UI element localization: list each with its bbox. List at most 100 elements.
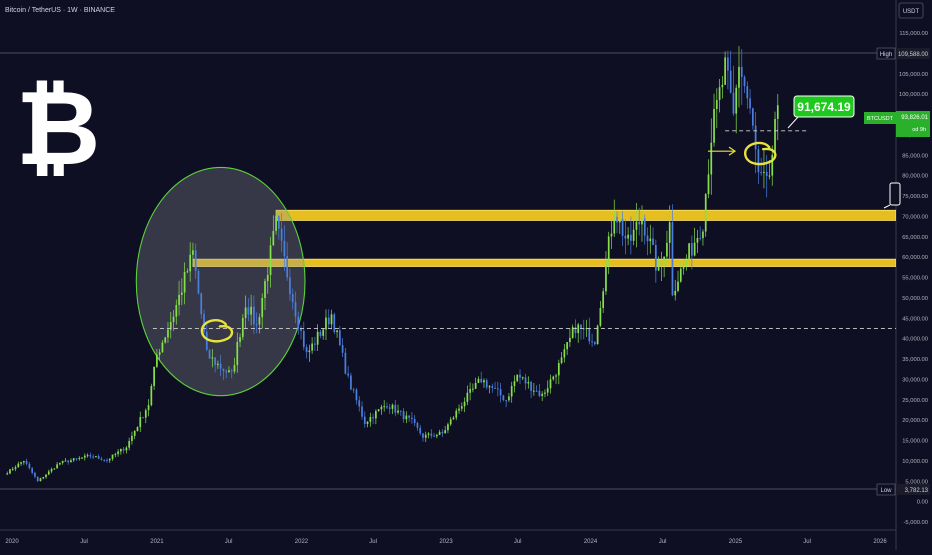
candle-body (696, 238, 699, 243)
candle-body (211, 357, 214, 359)
candle-body (488, 386, 491, 388)
candle-body (97, 456, 100, 459)
candle-body (621, 218, 624, 236)
candle-body (405, 415, 408, 420)
candle-body (280, 228, 283, 241)
price-tick-label: 60,000.00 (902, 255, 928, 261)
candle-body (458, 408, 460, 411)
candle-body (596, 325, 599, 345)
candle-body (721, 84, 724, 88)
price-tick-label: 20,000.00 (902, 418, 928, 424)
candle-body (715, 100, 718, 109)
candle-body (494, 387, 496, 389)
last-price-marker: BTCUSDT 93,826.01 od 9h (864, 111, 930, 137)
candle-body (17, 463, 20, 468)
candle-body (139, 417, 142, 428)
candle-body (638, 221, 641, 225)
time-tick-label: Jul (514, 539, 522, 545)
candle-body (502, 395, 505, 401)
price-tick-label: 70,000.00 (902, 214, 928, 220)
candle-body (654, 245, 657, 271)
candle-body (314, 343, 316, 345)
candle-body (275, 215, 277, 232)
candle-body (508, 396, 510, 401)
bitcoin-logo-icon: ₿ (16, 71, 101, 187)
candle-body (233, 365, 236, 372)
candle-body (483, 380, 485, 383)
time-axis[interactable]: 2020 Jul 2021 Jul 2022 Jul 2023 Jul 2024 Jul 2025 J… (5, 539, 887, 545)
time-tick-label: 2022 (295, 539, 309, 545)
time-tick-label: 2025 (729, 539, 743, 545)
price-tick-label: 80,000.00 (902, 174, 928, 180)
candle-body (530, 382, 532, 391)
high-label: High (880, 52, 892, 58)
candle-body (610, 233, 613, 237)
candle-body (14, 467, 17, 469)
candle-body (699, 238, 702, 240)
candle-body (751, 108, 754, 126)
candle-body (746, 86, 749, 99)
candle-body (555, 375, 557, 377)
currency-button[interactable]: USDT (898, 2, 924, 19)
candlestick-series (6, 46, 779, 483)
candle-body (208, 349, 211, 359)
candle-body (505, 400, 508, 402)
support-resistance-zone[interactable] (275, 209, 896, 221)
candle-body (760, 172, 763, 174)
candle-body (460, 406, 463, 409)
candle-body (222, 368, 225, 371)
candle-body (214, 357, 216, 366)
candle-body (652, 238, 654, 246)
candle-body (22, 461, 25, 463)
candle-body (247, 307, 250, 315)
candle-body (399, 410, 402, 412)
candle-body (613, 216, 616, 234)
candle-body (724, 57, 726, 85)
candle-body (480, 378, 483, 383)
candle-body (300, 328, 302, 331)
candle-body (571, 327, 574, 338)
candle-body (738, 66, 740, 88)
candle-body (616, 216, 618, 223)
candle-body (743, 76, 746, 87)
candle-body (100, 458, 103, 460)
candle-body (83, 455, 86, 458)
candle-body (169, 322, 172, 330)
candle-body (319, 331, 322, 336)
candle-body (366, 421, 369, 424)
candle-body (707, 174, 710, 195)
candle-body (327, 317, 330, 325)
candle-body (533, 390, 535, 392)
candle-body (250, 306, 252, 315)
price-tick-label: 35,000.00 (902, 357, 928, 363)
time-tick-label: Jul (803, 539, 811, 545)
candle-body (671, 222, 674, 296)
price-tick-label: 105,000.00 (899, 72, 928, 78)
candle-body (433, 435, 435, 437)
candle-body (363, 416, 366, 424)
candle-body (361, 406, 363, 417)
candle-body (444, 430, 447, 434)
candle-body (241, 317, 244, 338)
candle-body (566, 342, 568, 350)
candle-body (302, 330, 305, 348)
candle-body (524, 377, 527, 384)
candle-body (416, 422, 419, 428)
candle-body (67, 460, 70, 463)
candle-body (158, 352, 161, 355)
candle-body (186, 271, 189, 273)
time-tick-label: Jul (659, 539, 667, 545)
candle-body (95, 456, 97, 458)
candle-body (749, 98, 751, 109)
candle-body (607, 236, 610, 263)
candle-body (347, 373, 350, 376)
drawing-handle-icon[interactable] (883, 182, 901, 209)
candle-body (338, 330, 341, 346)
candle-body (25, 461, 28, 464)
candle-body (735, 87, 738, 114)
candle-body (663, 256, 666, 262)
price-tick-label: -5,000.00 (904, 520, 929, 526)
candle-body (557, 363, 560, 376)
